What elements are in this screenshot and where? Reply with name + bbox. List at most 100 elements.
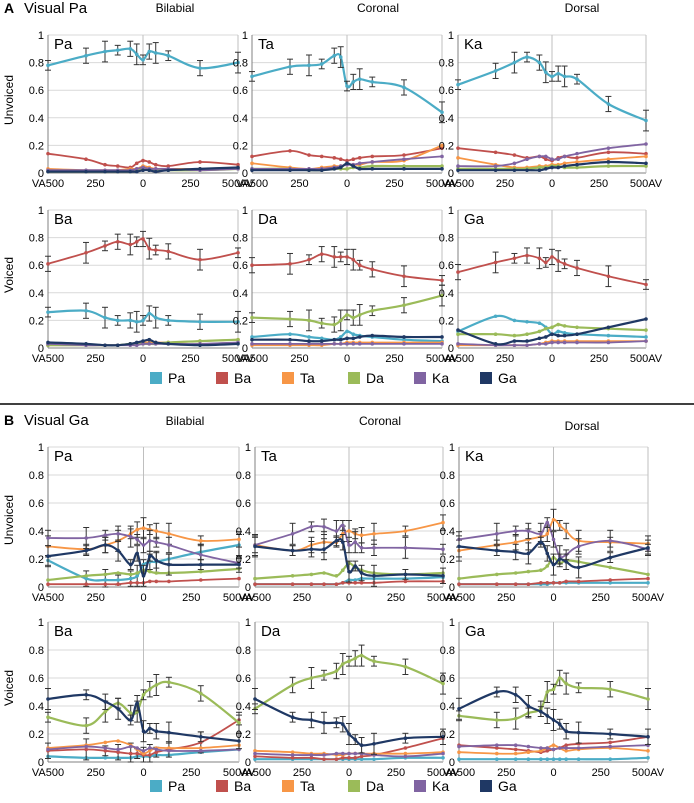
data-point-da [495,572,499,577]
data-point-ka [345,342,349,346]
data-point-ka [148,539,152,543]
data-point-da [576,686,581,690]
chart-a-bilabial-unvoiced: 0 0.2 0.4 0.6 0.8 1 VA500 250 0 250 500AV Pa [29,30,255,190]
data-point-ka [556,340,561,345]
y-tick-label: 0.8 [29,58,44,70]
data-point-ga [347,732,351,736]
data-point-ba [340,756,345,760]
data-point-pa [353,578,358,582]
y-tick-label: 0.6 [236,498,251,510]
x-tick-label: VA500 [32,592,64,604]
x-tick-label: 500AV [632,767,665,779]
data-point-ba [253,582,257,586]
data-point-ba [236,162,240,167]
x-tick-label: 250 [590,353,608,365]
row-label-voiced-b: Voiced [2,670,16,706]
data-point-ka [564,746,568,750]
data-point-ba [537,256,542,261]
data-point-pa [644,118,648,123]
data-point-pa [103,756,108,760]
data-point-pa [115,318,120,323]
data-point-ba [556,259,561,263]
data-point-ga [84,342,88,346]
data-point-ga [167,562,171,567]
data-point-ga [84,169,88,174]
data-point-pa [103,49,107,54]
data-point-ba [253,754,257,759]
legend-swatch-ga [480,780,492,792]
y-tick-label: 1 [38,30,44,42]
data-point-ba [147,246,152,251]
data-point-pa [115,48,120,52]
data-point-ta [141,751,146,756]
data-point-ba [198,257,202,262]
y-tick-label: 1 [449,442,455,454]
data-point-ga [46,697,50,701]
data-point-da [290,574,295,578]
data-point-ga [526,704,531,708]
data-point-ga [141,574,146,578]
data-point-pa [576,757,581,761]
data-point-da [551,687,556,691]
data-point-da [556,322,561,327]
data-point-ga [338,165,343,170]
data-point-ba [84,582,88,586]
data-point-ga [456,328,460,332]
data-point-ka [512,161,517,166]
data-point-ga [576,730,581,735]
data-point-ga [545,714,550,718]
data-point-da [46,578,50,582]
y-tick-label: 0.4 [29,701,44,713]
data-point-ga [440,167,444,171]
legend-swatch-pa [150,372,162,384]
data-point-ga [338,337,343,342]
data-point-ba [495,746,499,750]
data-point-ka [403,546,408,550]
data-point-ka [199,749,203,753]
data-point-ba [103,244,107,248]
data-point-ka [551,747,556,752]
data-point-ga [334,721,339,725]
data-point-ga [537,168,542,173]
data-point-pa [153,315,158,320]
data-point-ba [288,149,292,153]
data-point-ba [513,582,518,586]
data-point-da [253,576,257,581]
data-point-ka [353,751,358,756]
data-point-ga [148,726,152,731]
data-point-pa [46,310,50,314]
data-point-ga [307,168,311,173]
data-point-ga [495,548,499,553]
data-point-pa [141,58,145,62]
data-point-pa [644,335,648,339]
data-point-ga [551,718,556,722]
data-point-da [135,571,139,575]
data-point-ka [309,525,314,529]
x-tick-label: 250 [592,592,610,604]
data-point-pa [543,70,548,75]
data-point-ga [237,739,241,743]
chart-a-bilabial-voiced: 0 0.2 0.4 0.6 0.8 1 VA500 250 0 250 500AV Ba [29,205,255,365]
data-point-ba [545,749,550,753]
data-point-ka [135,746,139,750]
data-point-ga [539,540,543,544]
y-tick-label: 0.4 [233,113,248,125]
data-point-ga [253,697,257,701]
data-point-ka [290,753,295,757]
x-tick-label: 250 [590,178,608,190]
data-point-ka [309,753,314,757]
y-tick-label: 0.6 [440,673,455,685]
data-point-ba [338,157,343,161]
data-point-ba [199,578,203,582]
y-tick-label: 0.4 [29,526,44,538]
subplot-title: Ka [464,36,483,53]
data-point-ka [556,157,561,161]
data-point-da [575,165,579,170]
data-point-da [236,337,240,342]
data-point-pa [128,576,133,581]
data-point-pa [370,80,375,84]
data-point-ka [562,154,567,159]
data-point-pa [319,62,324,66]
data-point-ka [608,539,612,543]
data-point-ta [167,746,171,750]
